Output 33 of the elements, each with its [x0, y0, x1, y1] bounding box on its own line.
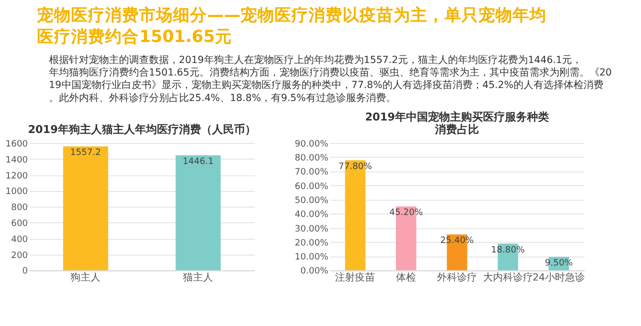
- x-tick-label: 狗主人: [70, 272, 101, 284]
- x-tick-label: 猫主人: [183, 272, 214, 284]
- text: 宠物医疗消费市场细分——宠物医疗消费以疫苗为主，单只宠物年均医疗消费约合1501.65元: [36, 6, 546, 46]
- y-tick-label: 20.00%: [294, 238, 328, 248]
- chart-title: 2019年狗主人猫主人年均医疗消费（人民币）: [28, 123, 256, 136]
- y-tick-label: 10.00%: [294, 252, 328, 263]
- y-tick-label: 1200: [6, 171, 28, 182]
- y-tick-label: 200: [11, 250, 28, 261]
- x-tick-label: 大内科诊疗: [482, 272, 533, 284]
- y-tick-label: 1000: [6, 187, 28, 198]
- y-tick-label: 70.00%: [294, 168, 328, 178]
- y-tick-label: 40.00%: [294, 210, 328, 220]
- y-tick-label: 1600: [6, 139, 28, 150]
- y-tick-label: 800: [11, 203, 28, 214]
- chart-title: 2019年中国宠物主购买医疗服务种类消费占比: [365, 110, 549, 136]
- y-tick-label: 600: [11, 218, 28, 229]
- y-tick-label: 60.00%: [294, 182, 328, 192]
- data-label: 1557.2: [70, 148, 102, 158]
- data-label: 1446.1: [182, 157, 214, 168]
- x-tick-label: 注射疫苗: [335, 272, 376, 284]
- y-tick-label: 50.00%: [294, 196, 328, 206]
- x-tick-label: 外科诊疗: [437, 272, 478, 284]
- x-tick-label: 24小时急诊: [532, 272, 586, 284]
- y-tick-label: 0.00%: [300, 266, 328, 277]
- y-tick-label: 30.00%: [294, 224, 328, 234]
- y-tick-label: 80.00%: [294, 154, 328, 164]
- y-tick-label: 400: [11, 234, 28, 245]
- y-tick-label: 0: [22, 266, 28, 277]
- y-tick-label: 1400: [6, 155, 28, 166]
- x-tick-label: 体检: [396, 272, 416, 284]
- y-tick-label: 90.00%: [294, 139, 328, 150]
- data-label: 45.20%: [389, 208, 423, 218]
- text: 根据针对宠物主的调查数据，2019年狗主人在宠物医疗上的年均花费为1557.2元，猫主人的年均医疗花费为1446.1元，年均猫狗医疗消费约合1501.65元。消费结构方面，宠物医疗消费以疫苗、驱虫、绝育等需求为主，其中疫苗需求为刚需。《2019中国宠物行业白皮书》显示，宠物主购买宠物医疗服务的种类中，77.8%的人有选择疫苗消费；45.2%的人有选择体检消费。此外内科、外科诊疗分别占比25.4%、18.8%，有9.5%有过急诊服务消费。: [48, 54, 612, 104]
